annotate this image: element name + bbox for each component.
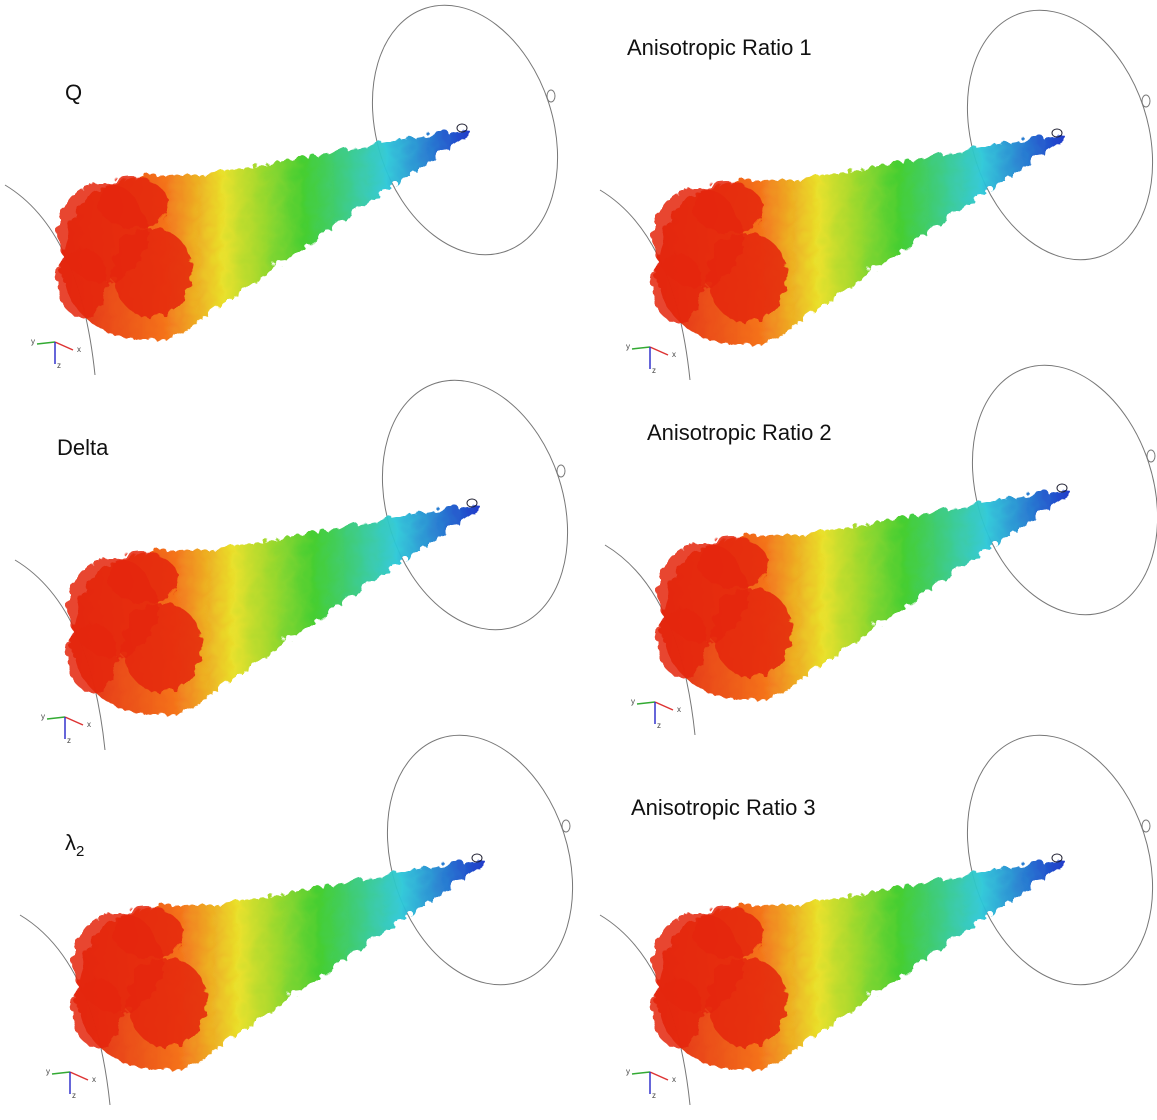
label-subscript: 2: [76, 843, 84, 860]
probe: [1142, 95, 1150, 107]
axis-label: x: [677, 705, 681, 714]
axis-x: [55, 342, 73, 350]
axis-label: x: [87, 720, 91, 729]
axis-y: [37, 342, 55, 344]
axis-label: z: [657, 721, 661, 730]
label-symbol: λ: [65, 830, 76, 855]
axis-label: z: [652, 366, 656, 375]
axis-label: y: [46, 1067, 50, 1076]
axis-y: [632, 347, 650, 349]
axis-x: [655, 702, 673, 710]
vortex-blob: [690, 180, 760, 230]
vortex-blob: [125, 955, 205, 1045]
probe: [562, 820, 570, 832]
axis-label: x: [77, 345, 81, 354]
probe: [547, 90, 555, 102]
vortex-blob: [105, 550, 175, 600]
axis-label: x: [672, 350, 676, 359]
panel: x y z: [20, 711, 603, 1105]
axis-label: x: [672, 1075, 676, 1084]
panel: x y z: [5, 0, 588, 375]
probe: [1142, 820, 1150, 832]
vortex-blob: [120, 600, 200, 690]
panel-label: Anisotropic Ratio 1: [627, 35, 812, 60]
panel-label: λ2: [65, 830, 84, 860]
vortex-blob: [110, 905, 180, 955]
vortex-blob: [65, 620, 115, 690]
axis-y: [52, 1072, 70, 1074]
panel: x y z: [600, 711, 1157, 1105]
axis-label: z: [57, 361, 61, 370]
panel-label: Delta: [57, 435, 109, 460]
vortex-blob: [650, 250, 700, 320]
figure: x y z Qx y z Anisotropic Ratio 1 x y z Delta x y z Ani…: [0, 0, 1157, 1120]
probe: [1147, 450, 1155, 462]
axis-label: z: [72, 1091, 76, 1100]
axis-label: y: [626, 342, 630, 351]
vortex-blob: [110, 225, 190, 315]
axis-y: [47, 717, 65, 719]
vortex-blob: [705, 230, 785, 320]
vortex-blob: [70, 975, 120, 1045]
axis-label: y: [631, 697, 635, 706]
vortex-blob: [710, 585, 790, 675]
vortex-blob: [650, 975, 700, 1045]
panel: x y z: [605, 341, 1157, 735]
axis-label: z: [652, 1091, 656, 1100]
panel-label: Anisotropic Ratio 3: [631, 795, 816, 820]
panel: x y z: [15, 356, 598, 750]
vortex-blob: [655, 605, 705, 675]
vortex-blob: [55, 245, 105, 315]
axis-x: [70, 1072, 88, 1080]
axis-label: y: [41, 712, 45, 721]
axis-label: y: [31, 337, 35, 346]
axis-label: y: [626, 1067, 630, 1076]
vortex-blob: [690, 905, 760, 955]
axis-x: [65, 717, 83, 725]
axis-x: [650, 1072, 668, 1080]
panel-label: Q: [65, 80, 82, 105]
axis-x: [650, 347, 668, 355]
vortex-blob: [95, 175, 165, 225]
axis-y: [632, 1072, 650, 1074]
axis-label: z: [67, 736, 71, 745]
axis-y: [637, 702, 655, 704]
vortex-blob: [695, 535, 765, 585]
ring: [342, 0, 588, 279]
axis-label: x: [92, 1075, 96, 1084]
probe: [557, 465, 565, 477]
vortex-blob: [705, 955, 785, 1045]
panel-label: Anisotropic Ratio 2: [647, 420, 832, 445]
